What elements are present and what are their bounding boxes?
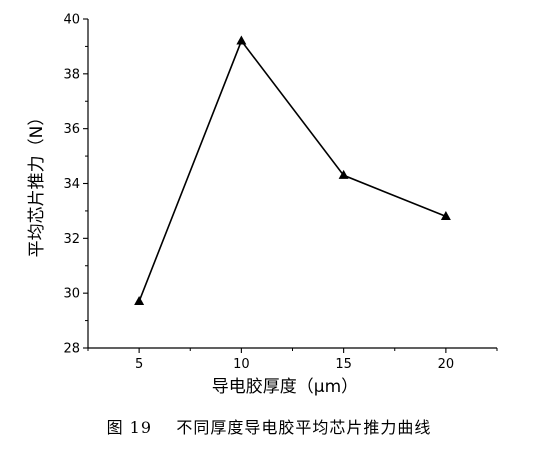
x-tick-label: 10 <box>233 357 250 372</box>
ticks: 28 30 32 34 36 38 40 5 10 15 20 <box>63 13 498 372</box>
x-axis-title: 导电胶厚度（μm） <box>212 377 358 397</box>
y-tick-label: 40 <box>63 13 80 28</box>
x-tick-label: 20 <box>438 357 455 372</box>
data-point-marker <box>338 169 349 179</box>
series <box>134 35 451 305</box>
figure-caption: 图 19 不同厚度导电胶平均芯片推力曲线 <box>106 418 432 437</box>
x-tick-label: 5 <box>135 357 143 372</box>
data-point-marker <box>236 35 247 45</box>
data-point-marker <box>134 295 145 305</box>
y-axis-title: 平均芯片推力（N） <box>27 109 47 258</box>
y-tick-label: 28 <box>63 342 80 357</box>
axes <box>87 19 497 349</box>
y-tick-label: 30 <box>63 287 80 302</box>
y-tick-label: 34 <box>63 177 80 192</box>
data-point-marker <box>440 211 451 220</box>
y-tick-label: 38 <box>63 67 80 82</box>
x-tick-label: 15 <box>335 357 352 372</box>
y-tick-label: 32 <box>63 232 80 247</box>
series-line <box>138 39 447 302</box>
y-tick-label: 36 <box>63 122 80 137</box>
